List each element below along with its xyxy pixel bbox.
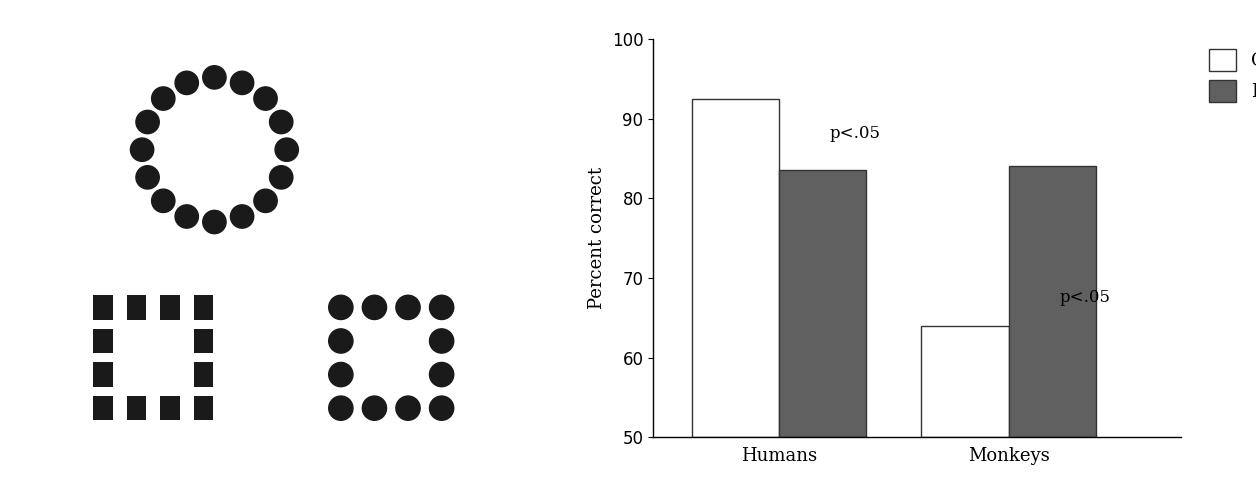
Circle shape bbox=[136, 166, 160, 189]
Bar bbox=[193, 363, 214, 387]
Bar bbox=[127, 295, 146, 319]
Bar bbox=[692, 99, 779, 437]
Circle shape bbox=[152, 189, 175, 212]
Circle shape bbox=[329, 295, 353, 319]
Circle shape bbox=[270, 166, 293, 189]
Circle shape bbox=[202, 210, 226, 234]
Bar bbox=[93, 329, 113, 353]
Circle shape bbox=[275, 138, 299, 161]
Bar bbox=[127, 396, 146, 420]
Circle shape bbox=[362, 295, 387, 319]
Circle shape bbox=[396, 396, 421, 420]
Circle shape bbox=[152, 87, 175, 110]
Circle shape bbox=[136, 110, 160, 134]
Circle shape bbox=[329, 363, 353, 387]
Bar bbox=[161, 396, 180, 420]
Circle shape bbox=[230, 205, 254, 228]
Bar bbox=[193, 295, 214, 319]
Circle shape bbox=[175, 205, 198, 228]
Bar bbox=[1009, 166, 1095, 437]
Bar bbox=[161, 295, 180, 319]
Circle shape bbox=[131, 138, 153, 161]
Circle shape bbox=[202, 66, 226, 89]
Bar bbox=[93, 295, 113, 319]
Text: p<.05: p<.05 bbox=[1059, 289, 1110, 306]
Text: p<.05: p<.05 bbox=[830, 125, 880, 142]
Circle shape bbox=[430, 363, 453, 387]
Bar bbox=[922, 326, 1009, 437]
Bar bbox=[779, 171, 867, 437]
Circle shape bbox=[430, 396, 453, 420]
Circle shape bbox=[329, 396, 353, 420]
Circle shape bbox=[270, 110, 293, 134]
Circle shape bbox=[430, 295, 453, 319]
Circle shape bbox=[254, 189, 278, 212]
Bar bbox=[193, 396, 214, 420]
Y-axis label: Percent correct: Percent correct bbox=[588, 167, 607, 309]
Circle shape bbox=[396, 295, 421, 319]
Circle shape bbox=[230, 71, 254, 95]
Bar bbox=[193, 329, 214, 353]
Circle shape bbox=[175, 71, 198, 95]
Bar bbox=[93, 363, 113, 387]
Circle shape bbox=[254, 87, 278, 110]
Legend: Global, Local: Global, Local bbox=[1201, 40, 1256, 111]
Circle shape bbox=[362, 396, 387, 420]
Circle shape bbox=[329, 329, 353, 353]
Bar bbox=[93, 396, 113, 420]
Circle shape bbox=[430, 329, 453, 353]
